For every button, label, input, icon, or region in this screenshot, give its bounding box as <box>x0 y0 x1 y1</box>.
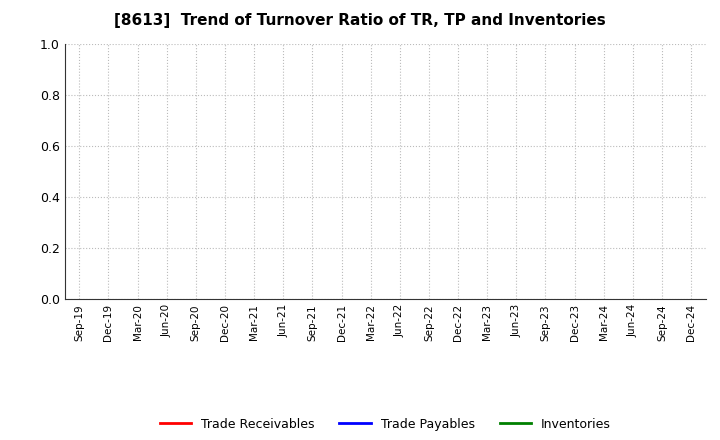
Legend: Trade Receivables, Trade Payables, Inventories: Trade Receivables, Trade Payables, Inven… <box>155 413 616 436</box>
Text: [8613]  Trend of Turnover Ratio of TR, TP and Inventories: [8613] Trend of Turnover Ratio of TR, TP… <box>114 13 606 28</box>
